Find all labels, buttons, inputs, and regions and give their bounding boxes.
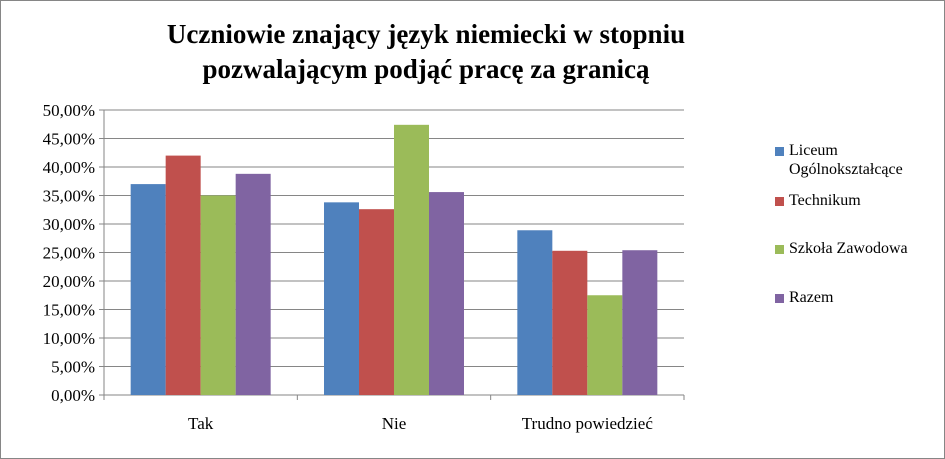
- legend-label-line: Technikum: [789, 192, 861, 209]
- legend-label-line: Liceum: [789, 142, 838, 159]
- y-tick-label: 10,00%: [43, 329, 95, 348]
- bar: [552, 250, 588, 395]
- bar: [394, 124, 429, 395]
- y-tick-label: 20,00%: [43, 272, 95, 291]
- legend-label: Szkoła Zawodowa: [789, 239, 908, 258]
- legend-swatch: [775, 294, 784, 303]
- legend-swatch: [775, 197, 784, 206]
- bar: [324, 202, 359, 395]
- bar: [517, 230, 553, 395]
- x-tick-label: Trudno powiedzieć: [522, 414, 654, 433]
- y-tick-label: 35,00%: [43, 187, 95, 206]
- bar: [235, 173, 271, 395]
- bar: [429, 192, 464, 395]
- legend-swatch: [775, 147, 784, 156]
- y-tick-label: 0,00%: [51, 386, 95, 405]
- chart-title-line-1: Uczniowie znający język niemiecki w stop…: [166, 19, 686, 49]
- legend-label-line: Ogólnokształcące: [789, 161, 903, 178]
- y-tick-label: 40,00%: [43, 158, 95, 177]
- y-tick-label: 5,00%: [51, 358, 95, 377]
- bar: [622, 250, 658, 395]
- y-tick-label: 45,00%: [43, 130, 95, 149]
- legend-label-line: Szkoła Zawodowa: [789, 240, 908, 257]
- legend-label: Liceum Ogólnokształcące: [789, 141, 903, 179]
- legend-swatch: [775, 245, 784, 254]
- y-tick-label: 15,00%: [43, 301, 95, 320]
- y-tick-label: 25,00%: [43, 244, 95, 263]
- bar: [359, 209, 394, 395]
- legend-label: Razem: [789, 288, 833, 307]
- y-tick-label: 50,00%: [43, 101, 95, 120]
- x-tick-label: Tak: [188, 414, 214, 433]
- bar: [165, 155, 201, 395]
- x-tick-label: Nie: [382, 414, 407, 433]
- bar: [587, 295, 623, 395]
- chart-title-line-2: pozwalającym podjąć pracę za granicą: [202, 54, 650, 84]
- chart-title: Uczniowie znający język niemiecki w stop…: [101, 17, 751, 87]
- legend-label: Technikum: [789, 191, 861, 210]
- bar: [200, 195, 236, 395]
- y-tick-label: 30,00%: [43, 215, 95, 234]
- bar: [130, 184, 166, 395]
- legend-label-line: Razem: [789, 289, 834, 306]
